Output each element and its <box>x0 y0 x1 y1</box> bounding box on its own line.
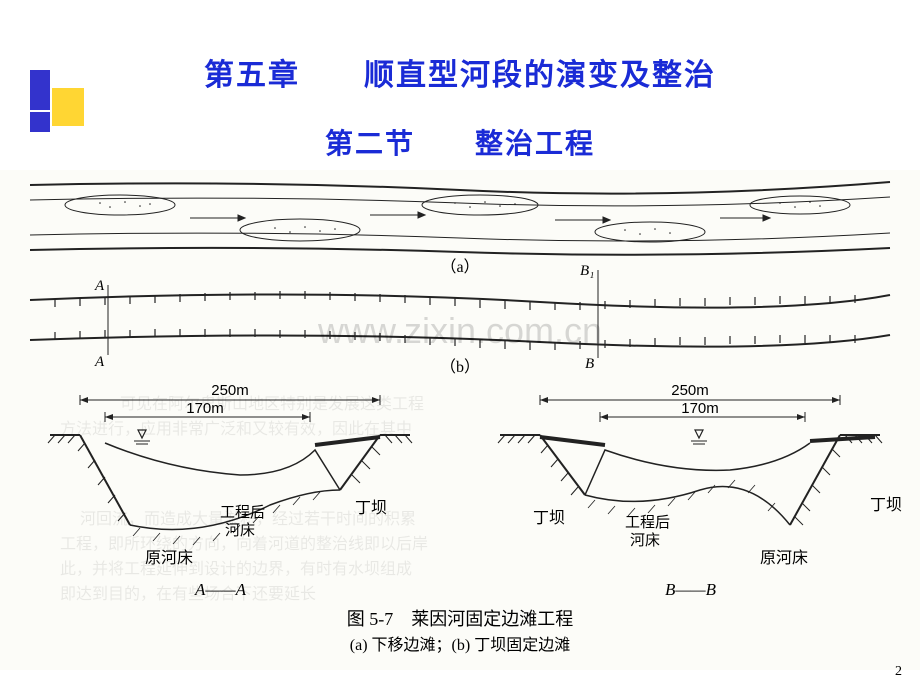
page-number-text: 2 <box>895 664 902 679</box>
svg-text:工程后: 工程后 <box>625 514 670 531</box>
figure-caption: 图 5-7 莱因河固定边滩工程 (a) 下移边滩；(b) 丁坝固定边滩 <box>347 609 574 654</box>
section-title-text: 第二节 整治工程 <box>325 128 595 159</box>
ghost-text: 即达到目的，在有些场合下还要延长 <box>60 580 316 604</box>
section-title: 第二节 整治工程 <box>0 122 920 162</box>
chapter-title-text: 第五章 顺直型河段的演变及整治 <box>204 59 716 92</box>
svg-text:A: A <box>94 278 105 294</box>
svg-text:B: B <box>585 356 594 372</box>
svg-text:河床: 河床 <box>630 532 660 549</box>
label-a: （a） <box>440 258 479 276</box>
chapter-title: 第五章 顺直型河段的演变及整治 <box>0 50 920 94</box>
plan-view-b: A A B₁ B （b） <box>30 263 890 376</box>
svg-text:图 5-7 莱因河固定边滩工程: 图 5-7 莱因河固定边滩工程 <box>347 609 574 629</box>
page-number: 2 <box>895 664 902 680</box>
svg-text:(a) 下移边滩；(b) 丁坝固定边滩: (a) 下移边滩；(b) 丁坝固定边滩 <box>350 636 570 654</box>
ghost-text: 可见在阿尔卑斯山地区特别是发展这类工程 <box>120 390 424 414</box>
label-b: （b） <box>440 358 480 376</box>
svg-text:B₁: B₁ <box>580 263 594 279</box>
svg-text:A: A <box>94 354 105 370</box>
svg-text:250m: 250m <box>671 382 709 399</box>
svg-text:丁坝: 丁坝 <box>533 509 565 527</box>
svg-text:B——B: B——B <box>665 580 717 599</box>
ghost-text: 工程，即所环绕的方向，向着河道的整治线即以后岸 <box>60 530 428 554</box>
svg-text:丁坝: 丁坝 <box>870 496 902 514</box>
svg-text:原河床: 原河床 <box>760 549 808 567</box>
cross-section-bb: 250m 170m <box>498 382 902 599</box>
ghost-text: 此，并将工程延伸到设计的边界，有时有水坝组成 <box>60 555 412 579</box>
plan-view-a: （a） <box>30 182 890 276</box>
ghost-text: 河回流，而造成大量淤积，经过若干时间的积累 <box>80 505 416 529</box>
ghost-text: 方法进行，应用非常广泛和又较有效，因此在其中 <box>60 415 412 439</box>
svg-text:170m: 170m <box>681 400 719 417</box>
